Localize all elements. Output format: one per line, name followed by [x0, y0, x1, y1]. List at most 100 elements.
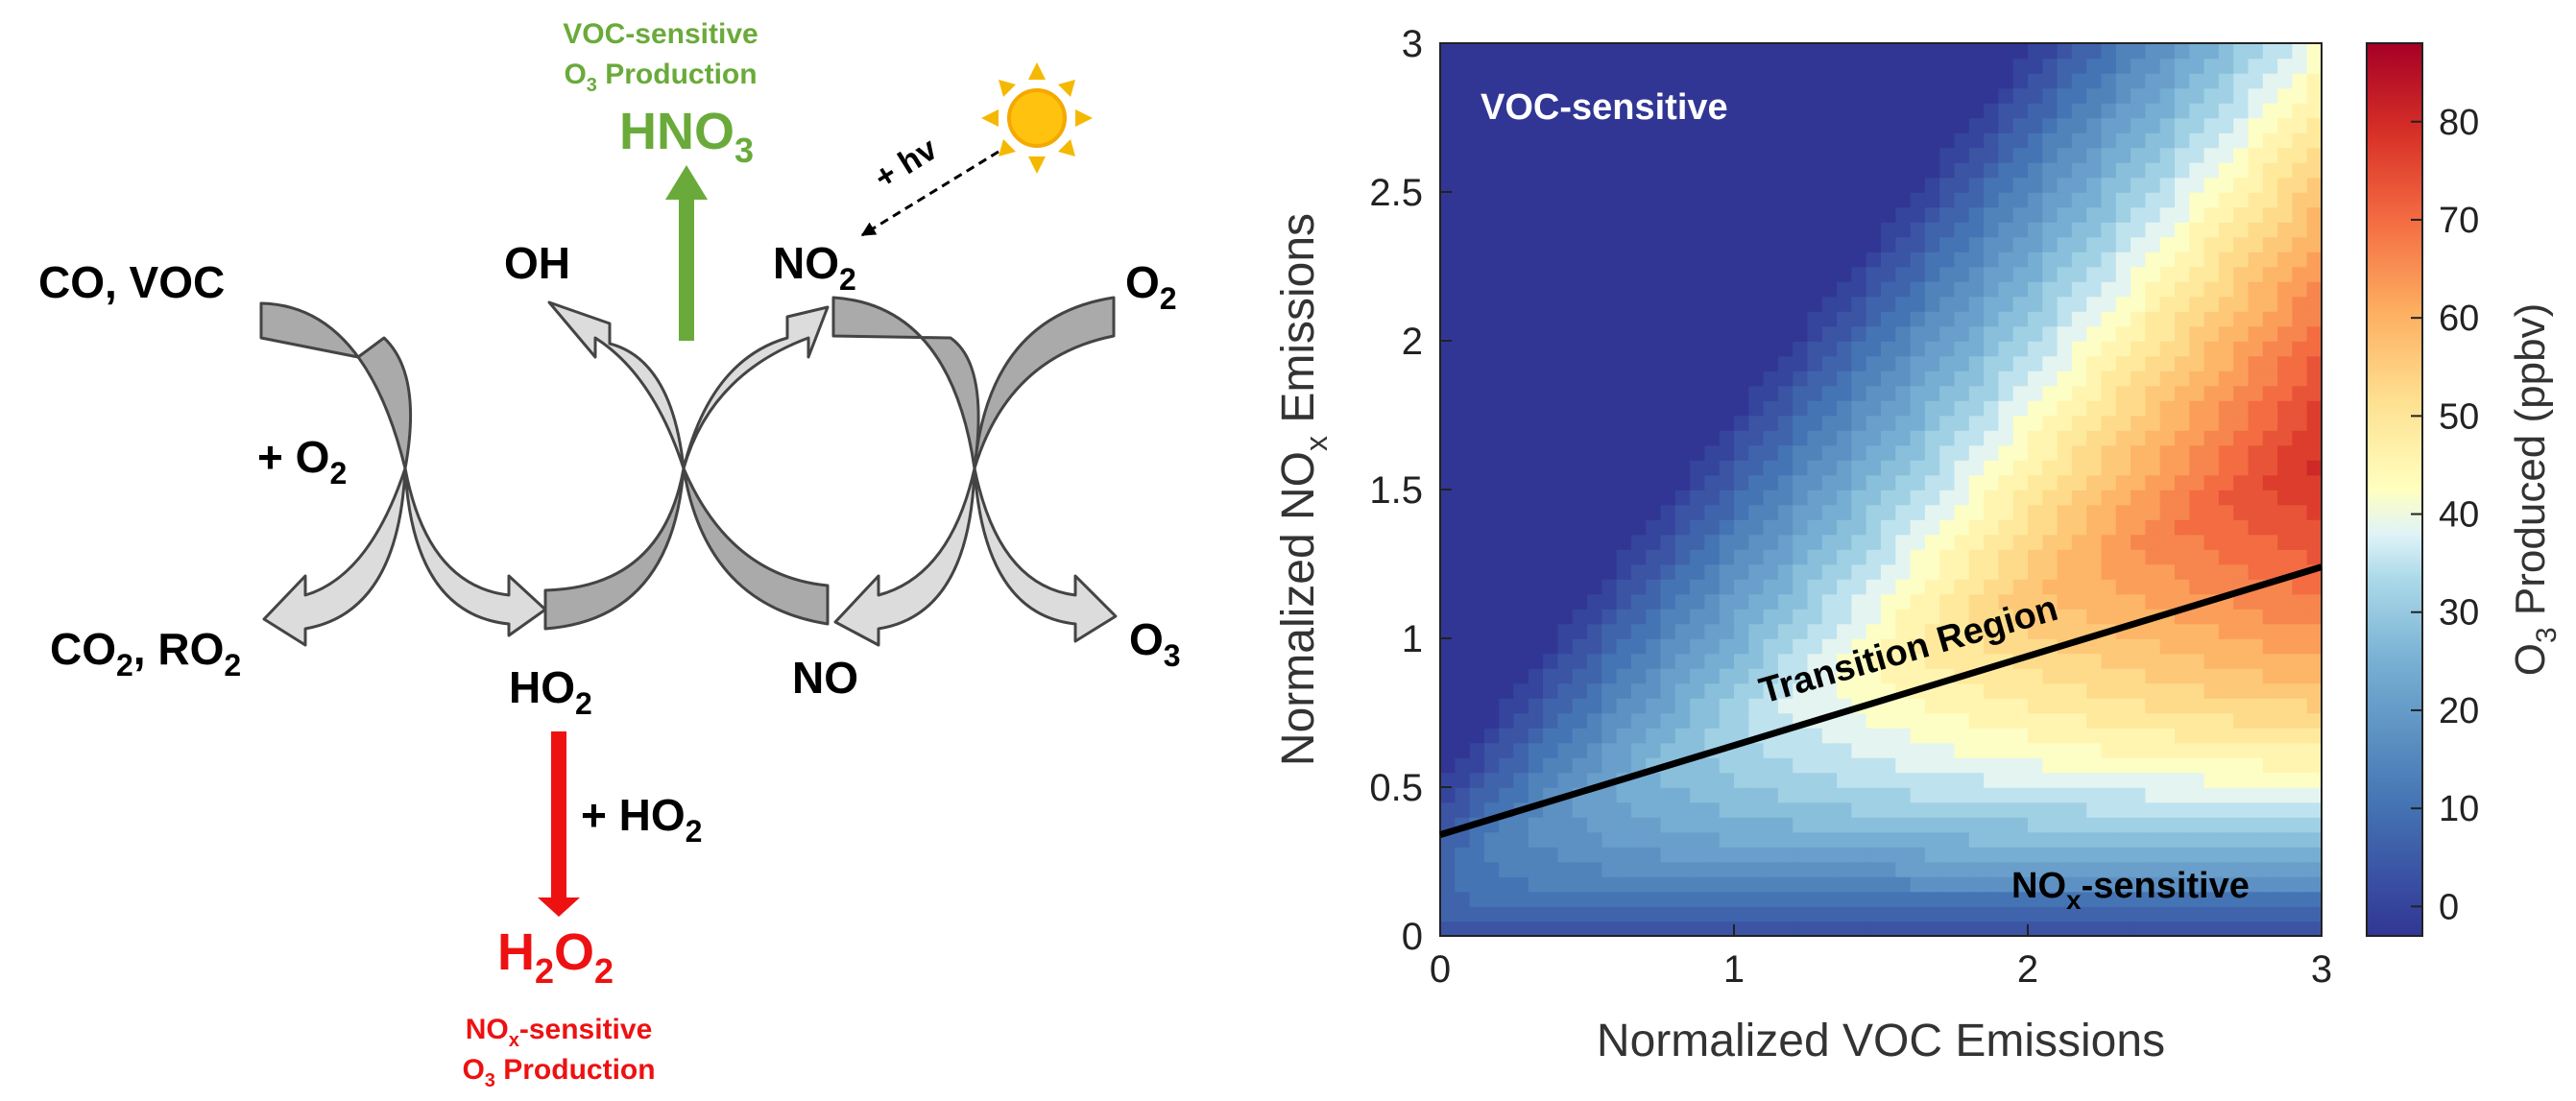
heatmap-cell: [2115, 534, 2131, 550]
heatmap-cell: [1601, 281, 1618, 298]
heatmap-cell: [2057, 682, 2073, 699]
heatmap-cell: [2115, 742, 2131, 758]
heatmap-cell: [2071, 847, 2087, 863]
heatmap-cell: [1968, 698, 1985, 714]
heatmap-cell: [1851, 371, 1867, 387]
heatmap-cell: [2028, 623, 2044, 639]
heatmap-cell: [2042, 891, 2058, 907]
heatmap-cell: [2306, 593, 2323, 610]
heatmap-cell: [1719, 296, 1735, 312]
heatmap-cell: [2115, 430, 2131, 446]
heatmap-cell: [1748, 311, 1765, 327]
heatmap-cell: [2042, 474, 2058, 491]
heatmap-cell: [2115, 787, 2131, 803]
heatmap-cell: [1455, 177, 1471, 193]
heatmap-cell: [1543, 132, 1559, 149]
heatmap-cell: [2277, 460, 2294, 476]
heatmap-cell: [1616, 251, 1632, 268]
heatmap-cell: [2042, 192, 2058, 208]
arrow-o3-out: [973, 467, 1118, 643]
heatmap-cell: [1821, 802, 1838, 818]
heatmap-cell: [1469, 87, 1485, 104]
heatmap-cell: [1646, 579, 1662, 595]
heatmap-cell: [1646, 87, 1662, 104]
heatmap-cell: [2189, 460, 2205, 476]
heatmap-cell: [1968, 43, 1985, 60]
heatmap-cell: [1469, 847, 1485, 863]
heatmap-cell: [1939, 103, 1956, 119]
heatmap-cell: [2071, 817, 2087, 833]
heatmap-cell: [1954, 251, 1970, 268]
heatmap-cell: [1674, 891, 1691, 907]
heatmap-cell: [2042, 73, 2058, 89]
heatmap-cell: [2175, 921, 2191, 937]
heatmap-cell: [1674, 579, 1691, 595]
heatmap-cell: [2203, 430, 2220, 446]
heatmap-cell: [2086, 415, 2103, 431]
heatmap-cell: [1440, 534, 1457, 550]
heatmap-cell: [2131, 682, 2147, 699]
heatmap-cell: [1895, 400, 1912, 417]
heatmap-cell: [1763, 296, 1779, 312]
heatmap-cell: [1528, 177, 1544, 193]
heatmap-cell: [1616, 817, 1632, 833]
heatmap-cell: [1748, 579, 1765, 595]
heatmap-cell: [1690, 668, 1706, 684]
heatmap-cell: [1984, 609, 2000, 625]
heatmap-cell: [1660, 251, 1676, 268]
heatmap-cell: [2057, 296, 2073, 312]
heatmap-cell: [2101, 460, 2117, 476]
heatmap-cell: [1881, 415, 1897, 431]
heatmap-cell: [1763, 787, 1779, 803]
heatmap-cell: [2306, 236, 2323, 252]
heatmap-cell: [1851, 891, 1867, 907]
heatmap-cell: [1483, 430, 1500, 446]
heatmap-cell: [1763, 504, 1779, 520]
heatmap-cell: [1616, 311, 1632, 327]
heatmap-cell: [1690, 519, 1706, 536]
heatmap-cell: [1793, 861, 1809, 877]
heatmap-cell: [1924, 668, 1940, 684]
heatmap-cell: [1793, 579, 1809, 595]
heatmap-cell: [1895, 728, 1912, 744]
heatmap-cell: [2086, 787, 2103, 803]
heatmap-cell: [1513, 831, 1529, 848]
heatmap-cell: [1984, 490, 2000, 506]
heatmap-cell: [1440, 579, 1457, 595]
heatmap-cell: [1793, 73, 1809, 89]
heatmap-cell: [1455, 802, 1471, 818]
heatmap-cell: [1954, 609, 1970, 625]
heatmap-cell: [2218, 742, 2234, 758]
heatmap-cell: [1924, 593, 1940, 610]
heatmap-cell: [2086, 712, 2103, 729]
heatmap-cell: [1601, 519, 1618, 536]
heatmap-cell: [1528, 593, 1544, 610]
heatmap-cell: [2071, 563, 2087, 580]
heatmap-cell: [2028, 668, 2044, 684]
heatmap-cell: [1499, 192, 1515, 208]
heatmap-cell: [1821, 623, 1838, 639]
heatmap-cell: [1734, 861, 1750, 877]
heatmap-cell: [1440, 222, 1457, 238]
heatmap-cell: [1455, 73, 1471, 89]
heatmap-cell: [2071, 43, 2087, 60]
heatmap-cell: [1763, 623, 1779, 639]
heatmap-cell: [2292, 682, 2308, 699]
heatmap-cell: [2071, 385, 2087, 401]
heatmap-cell: [1469, 668, 1485, 684]
heatmap-cell: [2306, 177, 2323, 193]
heatmap-cell: [2218, 847, 2234, 863]
heatmap-cell: [2159, 593, 2176, 610]
heatmap-cell: [1455, 742, 1471, 758]
heatmap-cell: [1748, 534, 1765, 550]
heatmap-cell: [2115, 415, 2131, 431]
heatmap-cell: [2262, 444, 2278, 461]
heatmap-cell: [1734, 534, 1750, 550]
heatmap-cell: [1777, 385, 1794, 401]
heatmap-cell: [1968, 728, 1985, 744]
heatmap-cell: [2277, 58, 2294, 74]
heatmap-cell: [1777, 281, 1794, 298]
heatmap-cell: [1674, 728, 1691, 744]
heatmap-cell: [2042, 563, 2058, 580]
heatmap-cell: [2115, 490, 2131, 506]
